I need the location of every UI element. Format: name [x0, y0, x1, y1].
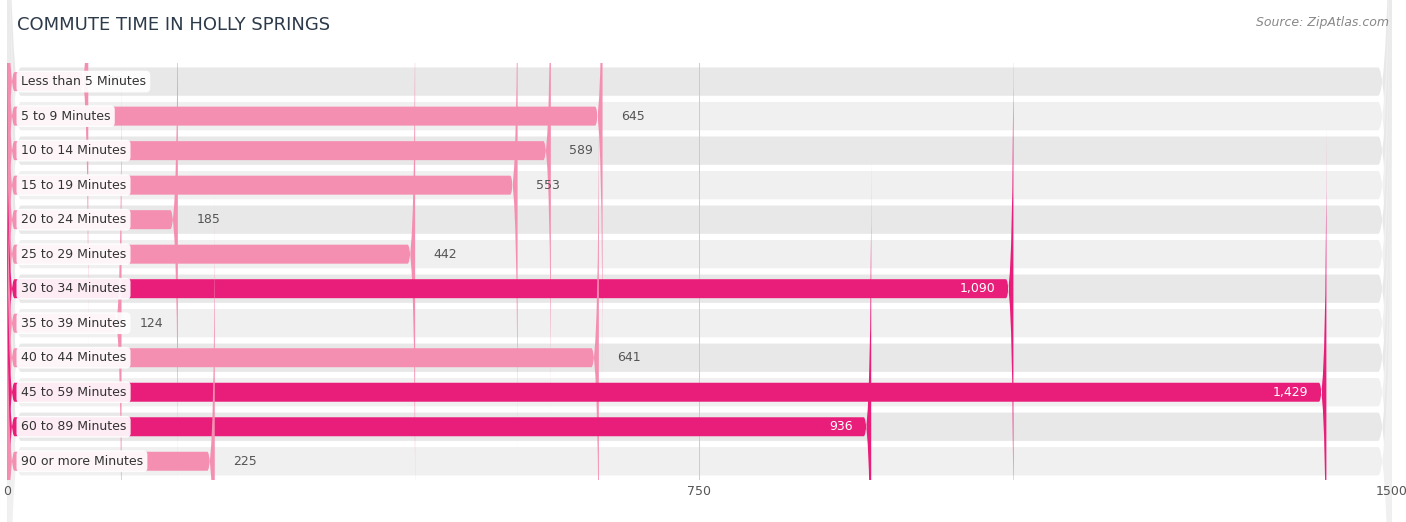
Text: 5 to 9 Minutes: 5 to 9 Minutes: [21, 110, 111, 123]
Text: 645: 645: [621, 110, 645, 123]
Text: 124: 124: [141, 317, 163, 330]
FancyBboxPatch shape: [7, 0, 551, 417]
Text: 936: 936: [830, 420, 853, 433]
Text: 185: 185: [197, 213, 221, 226]
Text: 589: 589: [569, 144, 593, 157]
Text: 60 to 89 Minutes: 60 to 89 Minutes: [21, 420, 127, 433]
FancyBboxPatch shape: [7, 195, 215, 522]
Text: 30 to 34 Minutes: 30 to 34 Minutes: [21, 282, 127, 295]
FancyBboxPatch shape: [7, 0, 1392, 522]
FancyBboxPatch shape: [7, 0, 1392, 522]
Text: 40 to 44 Minutes: 40 to 44 Minutes: [21, 351, 127, 364]
FancyBboxPatch shape: [7, 126, 1326, 522]
Text: 25 to 29 Minutes: 25 to 29 Minutes: [21, 247, 127, 260]
FancyBboxPatch shape: [7, 0, 1392, 522]
Text: 88: 88: [107, 75, 122, 88]
Text: 553: 553: [536, 179, 560, 192]
FancyBboxPatch shape: [7, 0, 1392, 522]
Text: 90 or more Minutes: 90 or more Minutes: [21, 455, 143, 468]
FancyBboxPatch shape: [7, 0, 1392, 522]
FancyBboxPatch shape: [7, 0, 1392, 522]
Text: Source: ZipAtlas.com: Source: ZipAtlas.com: [1256, 16, 1389, 29]
FancyBboxPatch shape: [7, 0, 517, 452]
Text: 15 to 19 Minutes: 15 to 19 Minutes: [21, 179, 127, 192]
Text: 35 to 39 Minutes: 35 to 39 Minutes: [21, 317, 127, 330]
FancyBboxPatch shape: [7, 22, 1014, 522]
FancyBboxPatch shape: [7, 0, 1392, 522]
Text: 442: 442: [433, 247, 457, 260]
FancyBboxPatch shape: [7, 0, 1392, 522]
FancyBboxPatch shape: [7, 0, 1392, 522]
FancyBboxPatch shape: [7, 0, 415, 521]
Text: 1,090: 1,090: [959, 282, 995, 295]
FancyBboxPatch shape: [7, 0, 1392, 522]
FancyBboxPatch shape: [7, 56, 121, 522]
Text: Less than 5 Minutes: Less than 5 Minutes: [21, 75, 146, 88]
FancyBboxPatch shape: [7, 160, 872, 522]
Text: 10 to 14 Minutes: 10 to 14 Minutes: [21, 144, 127, 157]
Text: 225: 225: [233, 455, 257, 468]
FancyBboxPatch shape: [7, 0, 89, 348]
FancyBboxPatch shape: [7, 0, 177, 487]
Text: COMMUTE TIME IN HOLLY SPRINGS: COMMUTE TIME IN HOLLY SPRINGS: [17, 16, 330, 33]
FancyBboxPatch shape: [7, 0, 1392, 522]
Text: 45 to 59 Minutes: 45 to 59 Minutes: [21, 386, 127, 399]
FancyBboxPatch shape: [7, 0, 603, 383]
Text: 1,429: 1,429: [1272, 386, 1308, 399]
Text: 20 to 24 Minutes: 20 to 24 Minutes: [21, 213, 127, 226]
FancyBboxPatch shape: [7, 91, 599, 522]
Text: 641: 641: [617, 351, 641, 364]
FancyBboxPatch shape: [7, 0, 1392, 522]
